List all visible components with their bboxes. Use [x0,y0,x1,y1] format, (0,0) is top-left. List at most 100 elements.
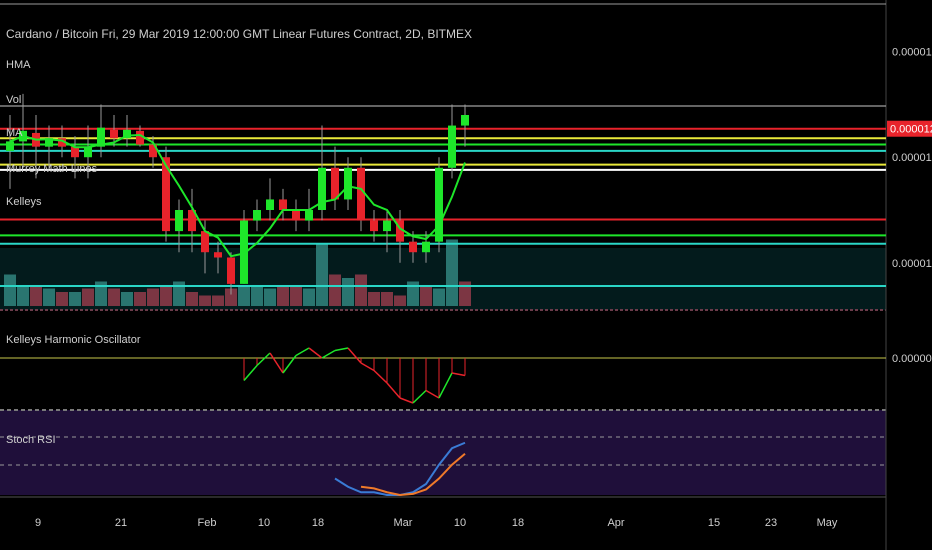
oscillator-line-segment [399,397,414,404]
candle-body [266,199,274,210]
oscillator-axis-label: 0.00000 [892,353,932,365]
volume-bar [290,285,302,306]
candle-body [97,127,105,147]
time-axis-label: 10 [258,517,270,529]
candle-body [461,115,469,126]
indicator-label-hma[interactable]: HMA [6,59,31,71]
time-axis-label: Mar [394,517,413,529]
price-axis-label: 0.00001100 [892,258,932,270]
time-axis-label: 10 [454,517,466,529]
oscillator-line-segment [347,347,362,364]
volume-bar [17,285,29,306]
oscillator-line-segment [269,352,284,374]
stoch-pane-title[interactable]: Stoch RSI [6,434,56,446]
candle-body [110,129,118,139]
oscillator-line-segment [438,372,453,399]
volume-bar [173,281,185,306]
volume-bar [56,292,68,306]
candle-body [123,129,131,139]
oscillator-line-segment [451,372,466,377]
time-axis-label: Feb [198,517,217,529]
indicator-label-vol[interactable]: Vol [6,94,21,106]
candle-body [448,125,456,168]
candle-body [435,167,443,242]
time-axis-label: 15 [708,517,720,529]
time-axis-label: 23 [765,517,777,529]
oscillator-line-segment [282,355,297,374]
price-axis-labels: 0.00001300 0.00001200 0.00001100 [892,47,932,270]
oscillator-line-segment [334,347,349,352]
volume-bar [134,292,146,306]
candle-body [409,241,417,253]
oscillator-line-segment [360,362,375,372]
volume-bar [433,288,445,306]
oscillator-pane-title[interactable]: Kelleys Harmonic Oscillator [6,334,141,346]
oscillator-line-segment [295,347,310,357]
oscillator-line-segment [321,349,336,359]
oscillator-line-segment [308,347,323,359]
candle-body [370,220,378,232]
indicator-label-murrey[interactable]: Murrey Math Lines [6,163,98,175]
time-axis-label: 21 [115,517,127,529]
candle-body [344,167,352,200]
candle-body [6,141,14,151]
last-price-badge [887,120,932,137]
time-axis-label: 9 [35,517,41,529]
stoch-pane-bg [0,410,886,495]
volume-bar [160,285,172,306]
candle-body [292,210,300,221]
volume-bar [212,295,224,306]
volume-bar [238,285,250,306]
oscillator-line-segment [425,389,440,399]
stoch-series [334,441,466,497]
indicator-label-ma[interactable]: MA [6,127,23,139]
candle-body [175,210,183,232]
volume-bar [225,288,237,306]
volume-bar [69,292,81,306]
oscillator-line-segment [412,389,427,404]
volume-bar [381,292,393,306]
candle-body [149,144,157,158]
candle-body [253,210,261,221]
volume-bar [355,274,367,306]
volume-bar [186,292,198,306]
volume-bar [95,281,107,306]
volume-bar [303,288,315,306]
volume-bar [4,274,16,306]
indicator-label-kelleys[interactable]: Kelleys [6,196,42,208]
time-axis-label: May [817,517,838,529]
volume-bar [394,295,406,306]
candle-body [227,257,235,284]
candle-body [84,146,92,158]
volume-bar [147,288,159,306]
candle-body [279,199,287,210]
candle-body [318,167,326,210]
volume-bar [277,285,289,306]
last-price-label: 0.00001227 [890,124,932,136]
volume-bar [459,281,471,306]
candle-body [162,157,170,232]
candle-body [201,231,209,253]
candles [6,93,469,295]
candle-body [136,130,144,145]
candle-body [58,138,66,147]
time-axis-labels: 9 21 Feb 10 18 Mar 10 18 Apr 15 23 May [35,517,838,529]
candle-body [188,210,196,232]
candle-body [45,138,53,147]
volume-bar [199,295,211,306]
volume-bar [316,243,328,306]
oscillator-line-segment [373,369,388,384]
candle-body [331,167,339,200]
volume-bar [43,288,55,306]
candle-body [396,220,404,242]
candle-body [305,210,313,221]
volume-bar [30,285,42,306]
time-axis-label: 18 [512,517,524,529]
candle-body [71,146,79,158]
volume-bar [446,239,458,306]
volume-bar [108,288,120,306]
ma-line [9,134,466,258]
candle-body [422,241,430,253]
oscillator-series [243,347,466,404]
